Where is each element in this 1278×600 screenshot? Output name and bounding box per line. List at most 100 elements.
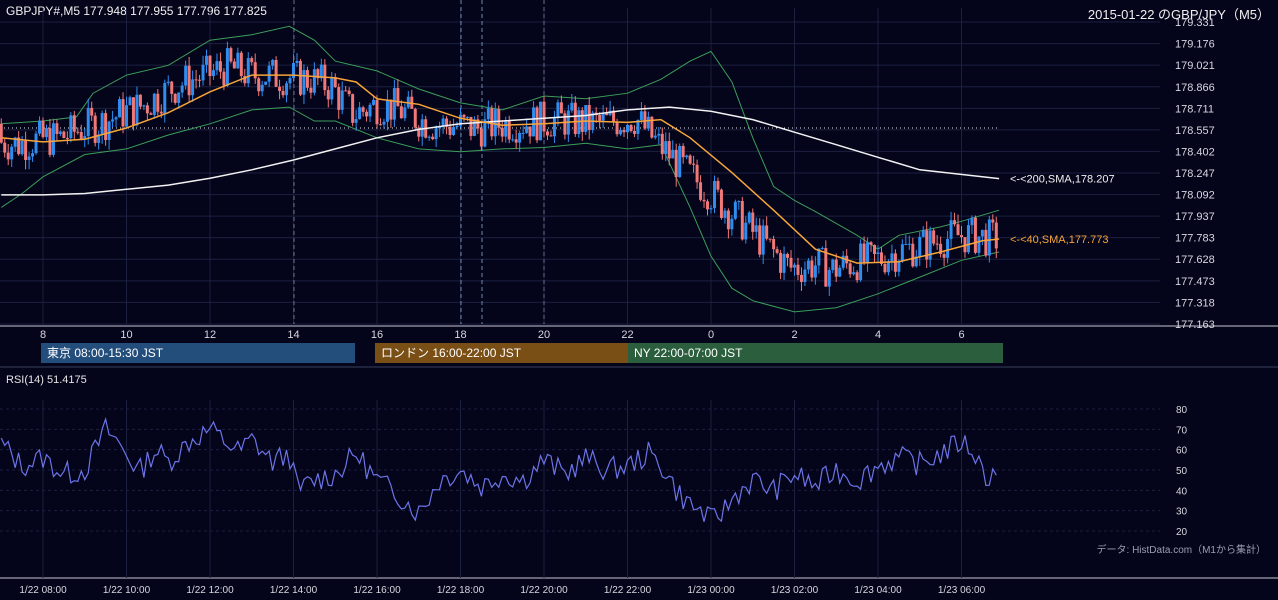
candle-body bbox=[674, 149, 678, 178]
candle-body bbox=[831, 259, 835, 271]
candle-body bbox=[977, 236, 981, 253]
rsi-time-tick-label: 1/22 22:00 bbox=[604, 585, 652, 596]
price-tick-label: 177.163 bbox=[1175, 319, 1215, 331]
price-tick-label: 178.557 bbox=[1175, 125, 1215, 137]
candle-body bbox=[476, 119, 480, 129]
candle-body bbox=[935, 243, 939, 245]
candle-body bbox=[44, 128, 48, 138]
candle-body bbox=[521, 132, 525, 134]
candle-body bbox=[737, 201, 741, 203]
candle-body bbox=[866, 242, 870, 263]
candle-body bbox=[907, 243, 911, 245]
bollinger-lower-line bbox=[1, 106, 1000, 313]
candle-body bbox=[692, 163, 696, 165]
price-tick-label: 177.783 bbox=[1175, 233, 1215, 245]
candle-body bbox=[180, 85, 184, 93]
candle-body bbox=[893, 253, 897, 272]
candle-body bbox=[438, 126, 442, 129]
candle-body bbox=[375, 99, 379, 125]
candle-body bbox=[159, 111, 163, 114]
candle-body bbox=[820, 248, 824, 250]
candle-body bbox=[118, 99, 122, 118]
candle-body bbox=[911, 243, 915, 267]
candle-body bbox=[365, 111, 369, 117]
candle-body bbox=[549, 135, 553, 137]
candle-body bbox=[514, 139, 518, 143]
candle-body bbox=[111, 119, 115, 122]
candle-body bbox=[587, 104, 591, 130]
candle-body bbox=[960, 235, 963, 238]
candle-body bbox=[20, 140, 24, 155]
rsi-tick-label: 70 bbox=[1176, 425, 1188, 436]
candle-body bbox=[685, 155, 689, 158]
candle-body bbox=[201, 64, 205, 81]
candle-body bbox=[709, 208, 713, 210]
candle-body bbox=[441, 118, 445, 127]
time-tick-label: 4 bbox=[875, 329, 881, 341]
candle-body bbox=[392, 88, 396, 120]
rsi-time-tick-label: 1/22 18:00 bbox=[437, 585, 485, 596]
candle-body bbox=[671, 149, 675, 159]
price-tick-label: 177.628 bbox=[1175, 254, 1215, 266]
candle-body bbox=[198, 79, 202, 81]
candle-body bbox=[639, 111, 643, 121]
bollinger-upper-line bbox=[1, 25, 1000, 250]
rsi-time-tick-label: 1/23 06:00 bbox=[938, 585, 986, 596]
candle-body bbox=[170, 81, 174, 94]
candle-body bbox=[629, 124, 633, 131]
candle-body bbox=[479, 128, 483, 147]
candle-body bbox=[636, 120, 640, 134]
candle-body bbox=[570, 102, 574, 111]
price-tick-label: 179.331 bbox=[1175, 17, 1215, 29]
candle-body bbox=[55, 123, 59, 134]
candle-body bbox=[834, 259, 838, 277]
candle-body bbox=[810, 260, 814, 278]
price-tick-label: 178.402 bbox=[1175, 146, 1215, 158]
candle-body bbox=[970, 217, 974, 226]
candle-body bbox=[678, 146, 682, 178]
candle-body bbox=[358, 107, 362, 120]
candle-body bbox=[539, 101, 543, 141]
candle-body bbox=[855, 272, 859, 281]
candle-body bbox=[72, 115, 76, 132]
candle-body bbox=[469, 116, 473, 136]
candle-body bbox=[601, 113, 605, 121]
candle-body bbox=[69, 115, 73, 138]
candle-body bbox=[62, 131, 66, 138]
candle-body bbox=[406, 96, 410, 108]
candle-body bbox=[852, 272, 856, 275]
candle-body bbox=[740, 201, 744, 240]
candle-body bbox=[699, 182, 703, 200]
candle-body bbox=[152, 93, 156, 115]
candle-body bbox=[281, 90, 285, 96]
time-tick-label: 12 bbox=[204, 329, 216, 341]
candle-body bbox=[378, 124, 382, 126]
candle-body bbox=[991, 219, 995, 223]
candle-body bbox=[337, 87, 341, 110]
price-tick-label: 177.318 bbox=[1175, 297, 1215, 309]
candle-body bbox=[563, 113, 567, 135]
price-tick-label: 178.711 bbox=[1175, 103, 1214, 115]
candle-body bbox=[542, 101, 546, 132]
candle-body bbox=[712, 180, 716, 209]
candle-body bbox=[782, 253, 786, 273]
price-tick-label: 179.176 bbox=[1175, 39, 1215, 51]
rsi-tick-label: 30 bbox=[1176, 507, 1188, 518]
candle-body bbox=[222, 71, 226, 86]
candle-body bbox=[817, 248, 821, 266]
candle-body bbox=[879, 252, 883, 264]
rsi-label: RSI(14) 51.4175 bbox=[6, 374, 87, 386]
candle-body bbox=[17, 137, 21, 155]
candle-body bbox=[775, 249, 779, 253]
candle-body bbox=[890, 253, 894, 262]
candle-body bbox=[695, 164, 699, 183]
candle-body bbox=[121, 99, 125, 127]
candle-body bbox=[918, 236, 922, 257]
rsi-time-tick-label: 1/22 14:00 bbox=[270, 585, 318, 596]
candle-body bbox=[921, 230, 925, 237]
candle-body bbox=[205, 55, 209, 65]
candle-body bbox=[344, 90, 348, 92]
candle-body bbox=[848, 263, 852, 275]
candle-body bbox=[34, 133, 38, 154]
candle-body bbox=[966, 225, 970, 253]
